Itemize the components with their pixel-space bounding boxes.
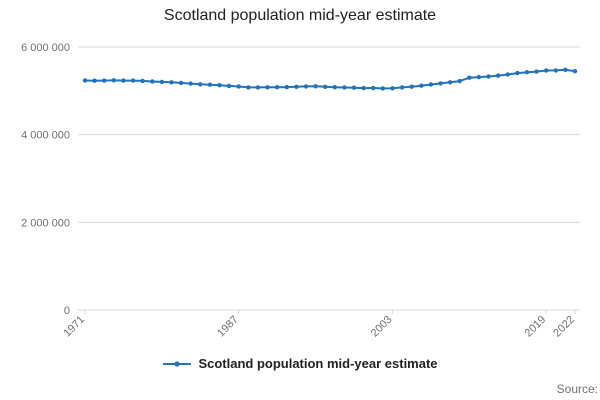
data-point — [495, 73, 501, 78]
data-point — [476, 74, 482, 80]
data-point — [563, 67, 568, 72]
data-point — [553, 68, 558, 73]
y-axis-tick-label: 0 — [64, 305, 70, 317]
data-point — [303, 84, 309, 89]
data-point — [467, 75, 472, 80]
data-point — [236, 84, 241, 89]
data-point — [457, 78, 462, 84]
data-point — [572, 69, 578, 74]
x-axis-tick-label: 2022 — [551, 314, 577, 340]
x-axis-tick-label: 1987 — [215, 314, 241, 340]
data-point — [361, 85, 366, 91]
chart-plot-area: 0 2 000 000 4 000 000 6 000 000 1971 1987 2003… — [21, 42, 580, 340]
data-point — [226, 83, 232, 89]
data-point — [544, 68, 549, 73]
data-point — [92, 78, 97, 83]
legend-dot — [174, 360, 181, 367]
data-point — [150, 79, 155, 84]
data-point — [102, 78, 107, 83]
data-point — [255, 85, 261, 90]
data-point — [380, 86, 385, 91]
x-axis-tick-label: 2003 — [369, 314, 395, 340]
x-axis-tick-label: 2019 — [522, 314, 548, 340]
data-point — [121, 78, 126, 83]
data-point — [140, 78, 145, 84]
data-point — [390, 86, 395, 91]
data-point — [505, 72, 510, 77]
data-point — [275, 85, 280, 90]
data-point — [323, 84, 328, 89]
data-point — [332, 85, 337, 90]
data-point — [169, 80, 174, 85]
data-point — [207, 82, 213, 87]
legend-item[interactable]: Scotland population mid-year estimate — [0, 356, 600, 371]
data-point — [409, 84, 414, 89]
data-point — [246, 85, 251, 90]
data-point — [419, 83, 424, 88]
data-point — [515, 70, 520, 76]
data-point — [371, 85, 376, 91]
data-point — [111, 78, 117, 83]
legend-label: Scotland population mid-year estimate — [198, 356, 438, 371]
data-point — [265, 85, 270, 90]
legend-line-marker-icon — [163, 360, 192, 367]
data-point — [342, 85, 347, 90]
data-point — [284, 84, 289, 90]
data-point — [534, 69, 539, 74]
data-point — [524, 70, 530, 75]
data-point — [438, 81, 443, 86]
data-point — [159, 79, 165, 85]
data-point — [217, 83, 222, 88]
series-line — [84, 68, 576, 90]
y-axis-tick-label: 4 000 000 — [21, 130, 70, 142]
data-point — [294, 84, 299, 89]
data-point — [399, 85, 405, 90]
data-point — [428, 82, 434, 87]
data-point — [82, 78, 88, 83]
data-point — [188, 81, 193, 86]
data-point — [313, 84, 318, 89]
data-point — [178, 80, 184, 86]
data-point — [198, 82, 203, 87]
y-axis-tick-label: 6 000 000 — [21, 42, 70, 54]
data-point — [130, 78, 136, 83]
data-point — [351, 85, 357, 90]
data-point — [447, 80, 453, 85]
y-axis-tick-label: 2 000 000 — [21, 217, 70, 229]
x-axis-tick-label: 1971 — [61, 314, 87, 340]
data-point — [486, 74, 491, 79]
chart-title: Scotland population mid-year estimate — [163, 7, 437, 24]
source-label: Source: — [556, 382, 598, 396]
